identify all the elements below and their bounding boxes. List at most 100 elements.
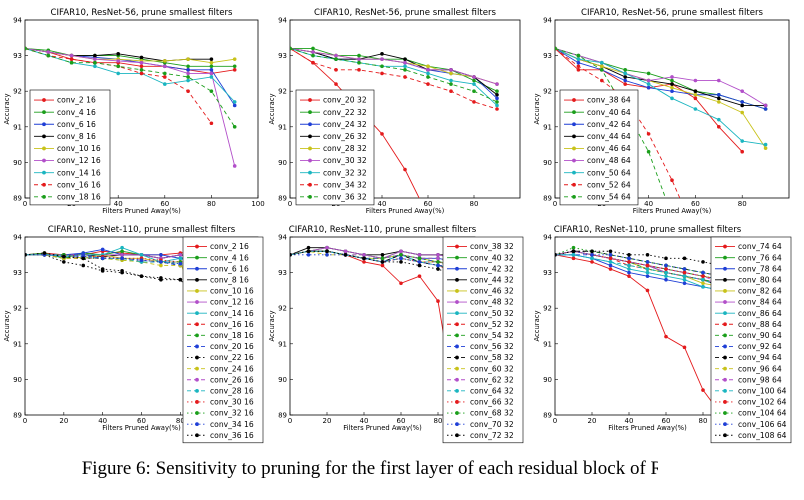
x-tick-label: 40 bbox=[625, 417, 634, 425]
y-tick-label: 92 bbox=[13, 88, 22, 96]
legend-label: conv_22 16 bbox=[210, 353, 254, 362]
legend-marker bbox=[455, 333, 459, 338]
data-point bbox=[627, 256, 631, 261]
data-point bbox=[399, 249, 403, 254]
y-tick-label: 94 bbox=[13, 17, 22, 25]
data-point bbox=[403, 167, 407, 172]
legend-marker bbox=[42, 182, 46, 187]
data-point bbox=[740, 103, 744, 108]
legend-label: conv_20 32 bbox=[323, 96, 367, 105]
chart-title: CIFAR10, ResNet-110, prune smallest filt… bbox=[289, 225, 477, 235]
data-point bbox=[42, 251, 47, 255]
data-point bbox=[403, 64, 407, 69]
data-point bbox=[100, 247, 105, 252]
data-point bbox=[311, 50, 315, 54]
data-point bbox=[93, 53, 97, 58]
legend-label: conv_54 32 bbox=[470, 331, 514, 340]
data-point bbox=[357, 57, 361, 61]
data-point bbox=[664, 256, 668, 261]
data-point bbox=[343, 253, 348, 257]
data-point bbox=[306, 249, 311, 254]
data-point bbox=[701, 285, 705, 289]
data-point bbox=[163, 71, 167, 76]
data-point bbox=[576, 53, 581, 58]
data-point bbox=[664, 267, 668, 271]
data-point bbox=[646, 85, 651, 90]
legend-marker bbox=[723, 311, 727, 316]
legend-marker bbox=[455, 388, 459, 393]
data-point bbox=[693, 92, 698, 97]
data-point bbox=[25, 253, 27, 257]
data-point bbox=[449, 82, 453, 86]
legend-marker bbox=[42, 122, 46, 127]
legend-marker bbox=[308, 98, 312, 102]
data-point bbox=[571, 256, 576, 261]
series-line bbox=[25, 48, 236, 128]
y-tick-label: 90 bbox=[543, 376, 552, 384]
legend-label: conv_52 64 bbox=[587, 180, 631, 189]
data-point bbox=[646, 132, 651, 136]
legend-label: conv_30 32 bbox=[323, 156, 367, 165]
plot-area bbox=[25, 46, 237, 168]
data-point bbox=[380, 253, 385, 257]
y-tick-label: 92 bbox=[278, 88, 287, 96]
legend-marker bbox=[455, 377, 459, 382]
legend-marker bbox=[572, 134, 576, 139]
x-tick-label: 60 bbox=[137, 417, 146, 425]
series-line bbox=[555, 250, 722, 277]
y-tick-label: 90 bbox=[278, 159, 287, 167]
legend-label: conv_34 16 bbox=[210, 420, 254, 429]
data-point bbox=[209, 89, 214, 93]
legend-marker bbox=[455, 300, 459, 304]
legend-marker bbox=[455, 366, 459, 371]
data-point bbox=[232, 103, 237, 108]
legend-label: conv_64 32 bbox=[470, 386, 514, 395]
data-point bbox=[717, 78, 721, 83]
data-point bbox=[100, 256, 105, 261]
data-point bbox=[426, 71, 430, 76]
data-point bbox=[325, 249, 329, 254]
legend-label: conv_106 64 bbox=[738, 420, 787, 429]
x-tick-label: 40 bbox=[114, 200, 123, 208]
data-point bbox=[449, 71, 453, 76]
legend-label: conv_88 64 bbox=[738, 320, 782, 329]
legend-label: conv_50 64 bbox=[587, 168, 631, 177]
legend-marker bbox=[455, 344, 459, 349]
series-line bbox=[25, 48, 235, 67]
legend-marker bbox=[195, 289, 199, 293]
data-point bbox=[717, 96, 721, 101]
data-point bbox=[417, 260, 422, 264]
legend-label: conv_98 64 bbox=[738, 375, 782, 384]
legend-label: conv_96 64 bbox=[738, 364, 782, 373]
y-tick-label: 92 bbox=[278, 305, 287, 313]
data-point bbox=[403, 68, 407, 72]
legend-box bbox=[182, 236, 264, 444]
data-point bbox=[701, 260, 705, 264]
x-tick-label: 60 bbox=[662, 417, 671, 425]
chart-title: CIFAR10, ResNet-110, prune smallest filt… bbox=[554, 225, 742, 235]
legend-label: conv_6 16 bbox=[210, 264, 249, 273]
data-point bbox=[436, 260, 440, 264]
legend-marker bbox=[308, 134, 312, 139]
data-point bbox=[380, 132, 384, 136]
data-point bbox=[608, 256, 613, 261]
data-point bbox=[399, 256, 403, 261]
series-line bbox=[25, 48, 235, 74]
series-line bbox=[555, 247, 722, 277]
data-point bbox=[608, 267, 613, 271]
data-point bbox=[763, 107, 768, 111]
series-line bbox=[555, 48, 766, 146]
legend-label: conv_38 64 bbox=[587, 96, 631, 105]
legend-marker bbox=[455, 277, 459, 282]
data-point bbox=[380, 57, 384, 61]
legend-label: conv_24 16 bbox=[210, 364, 254, 373]
data-point bbox=[627, 270, 631, 275]
data-point bbox=[682, 270, 687, 275]
data-point bbox=[693, 96, 698, 101]
legend-label: conv_4 16 bbox=[210, 253, 249, 262]
data-point bbox=[380, 260, 385, 264]
data-point bbox=[555, 46, 557, 51]
data-point bbox=[645, 253, 650, 257]
legend-label: conv_104 64 bbox=[738, 409, 787, 418]
